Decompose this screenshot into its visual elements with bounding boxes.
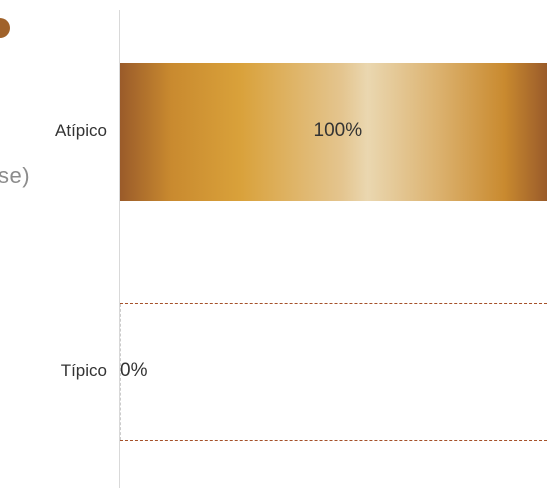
marker-dot — [0, 18, 10, 38]
category-label: Atípico — [0, 121, 107, 141]
category-label: Típico — [0, 361, 107, 381]
bar-zero-outline — [120, 303, 547, 441]
data-label: 100% — [314, 120, 363, 142]
data-label: 0% — [120, 360, 147, 382]
partial-text: se) — [0, 163, 30, 189]
